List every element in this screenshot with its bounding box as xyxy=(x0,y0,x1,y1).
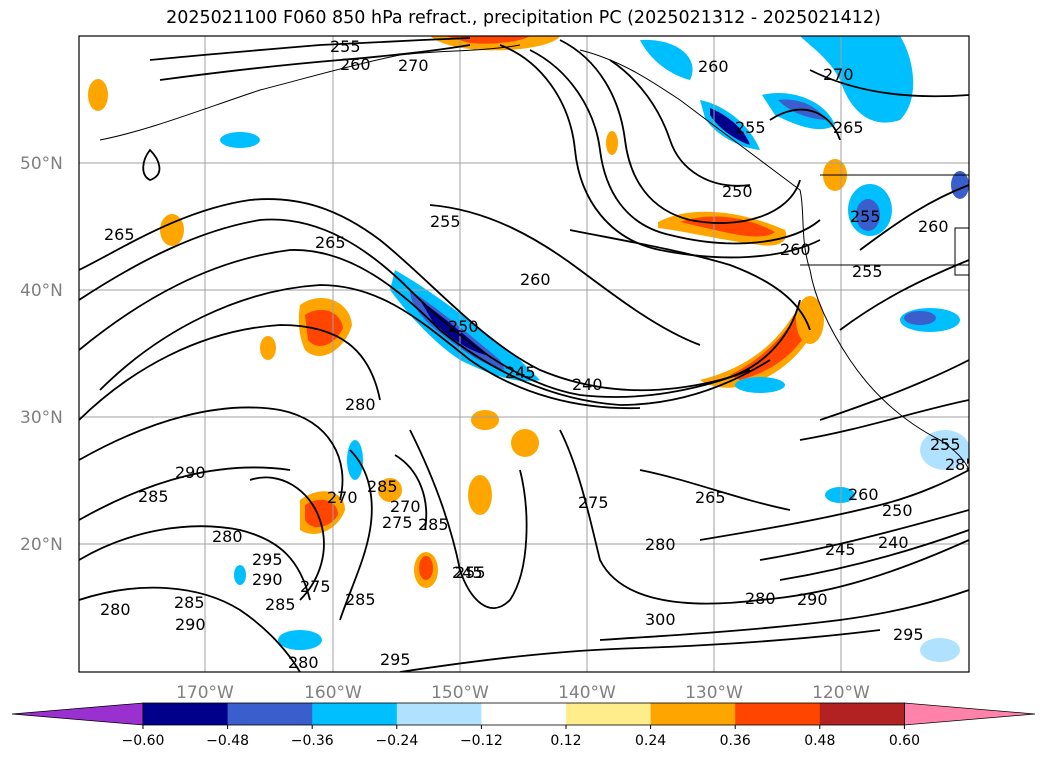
contour-label: 265 xyxy=(695,488,726,507)
lon-label: 160°W xyxy=(304,683,362,703)
contour-label: 275 xyxy=(300,577,331,596)
contour-label: 260 xyxy=(698,57,729,76)
colorbar-segment xyxy=(735,703,821,725)
contour-label: 290 xyxy=(175,615,206,634)
lat-label: 50°N xyxy=(20,154,63,174)
contour-label: 280 xyxy=(212,527,243,546)
contour-label: 260 xyxy=(340,55,371,74)
colorbar-segment xyxy=(396,703,482,725)
colorbar-border xyxy=(142,702,905,726)
contour-label: 240 xyxy=(878,533,909,552)
colorbar-segment xyxy=(312,703,398,725)
contour-label: 285 xyxy=(265,595,296,614)
contour-label: 260 xyxy=(780,240,811,259)
lon-label: 120°W xyxy=(812,683,870,703)
contour-label: 280 xyxy=(288,653,319,672)
contour-label: 285 xyxy=(345,590,376,609)
contour-label: 285 xyxy=(945,455,976,474)
map-border xyxy=(78,35,970,673)
colorbar: −0.60 −0.48 −0.36 −0.24 −0.12 0.12 0.24 0.36 0.4… xyxy=(11,702,1036,749)
longitude-labels: 170°W 160°W 150°W 140°W 130°W 120°W xyxy=(176,683,870,703)
refractivity-contours xyxy=(79,37,969,672)
contour-label: 255 xyxy=(430,212,461,231)
colorbar-segment xyxy=(143,703,229,725)
contour-label: 295 xyxy=(252,550,283,569)
colorbar-tick-label: −0.60 xyxy=(122,733,165,749)
contour-label: 280 xyxy=(645,535,676,554)
contour-label: 260 xyxy=(520,270,551,289)
contour-label: 280 xyxy=(345,395,376,414)
contour-label: 270 xyxy=(823,65,854,84)
contour-label: 280 xyxy=(100,600,131,619)
colorbar-extend-high xyxy=(904,702,1036,726)
contour-label: 255 xyxy=(735,118,766,137)
contour-label: 255 xyxy=(850,207,881,226)
contour-label: 270 xyxy=(390,497,421,516)
contour-label: 250 xyxy=(722,182,753,201)
colorbar-tick-label: −0.36 xyxy=(291,733,334,749)
contour-label: 265 xyxy=(104,225,135,244)
colorbar-extend-low xyxy=(11,702,144,726)
map-title: 2025021100 F060 850 hPa refract., precip… xyxy=(166,8,881,28)
colorbar-segment xyxy=(819,703,905,725)
map-area: 255 260 260 270 255 265 250 255 265 255 … xyxy=(79,36,976,672)
colorbar-tick-label: 0.48 xyxy=(804,733,835,749)
contour-label: 255 xyxy=(852,262,883,281)
contour-label: 270 xyxy=(398,56,429,75)
contour-labels: 255 260 260 270 255 265 250 255 265 255 … xyxy=(100,37,976,672)
lat-label: 30°N xyxy=(20,408,63,428)
contour-label: 250 xyxy=(448,317,479,336)
contour-label: 260 xyxy=(918,217,949,236)
contour-label: 265 xyxy=(315,233,346,252)
contour-label: 275 xyxy=(578,493,609,512)
lon-label: 130°W xyxy=(685,683,743,703)
colorbar-tick-label: −0.24 xyxy=(375,733,418,749)
contour-label: 240 xyxy=(572,375,603,394)
contour-label: 285 xyxy=(174,593,205,612)
contour-label: 285 xyxy=(367,477,398,496)
colorbar-tick-label: −0.48 xyxy=(206,733,249,749)
colorbar-segment xyxy=(227,703,313,725)
lat-label: 20°N xyxy=(20,535,63,555)
contour-label: 255 xyxy=(330,37,361,56)
contour-label: 270 xyxy=(327,488,358,507)
colorbar-tick-label: 0.12 xyxy=(550,733,581,749)
coastlines xyxy=(99,44,969,471)
lat-label: 40°N xyxy=(20,281,63,301)
colorbar-segment xyxy=(566,703,652,725)
contour-label: 290 xyxy=(797,590,828,609)
contour-label: 290 xyxy=(252,570,283,589)
contour-label: 250 xyxy=(882,501,913,520)
lon-label: 170°W xyxy=(176,683,234,703)
contour-label: 260 xyxy=(848,485,879,504)
contour-label: 245 xyxy=(505,363,536,382)
lon-label: 150°W xyxy=(431,683,489,703)
contour-label: 280 xyxy=(745,589,776,608)
colorbar-tick-label: 0.24 xyxy=(635,733,666,749)
contour-label: 285 xyxy=(138,487,169,506)
contour-label: 285 xyxy=(418,515,449,534)
contour-label: 275 xyxy=(382,513,413,532)
colorbar-tick-label: 0.36 xyxy=(720,733,751,749)
colorbar-tick-label: 0.60 xyxy=(889,733,920,749)
contour-label: 295 xyxy=(893,625,924,644)
contour-label: 255 xyxy=(930,435,961,454)
colorbar-segment xyxy=(650,703,736,725)
contour-label: 295 xyxy=(380,650,411,669)
latitude-labels: 50°N 40°N 30°N 20°N xyxy=(20,154,63,555)
contour-label: 290 xyxy=(175,463,206,482)
precip-shading xyxy=(88,36,969,662)
lon-label: 140°W xyxy=(558,683,616,703)
contour-label: 300 xyxy=(645,610,676,629)
contour-label: 245 xyxy=(825,540,856,559)
colorbar-tick-label: −0.12 xyxy=(460,733,503,749)
contour-label: 265 xyxy=(833,118,864,137)
colorbar-segment xyxy=(481,703,567,725)
contour-label: 255 xyxy=(455,563,486,582)
graticule xyxy=(79,36,969,672)
contour-label: 245 xyxy=(452,563,483,582)
